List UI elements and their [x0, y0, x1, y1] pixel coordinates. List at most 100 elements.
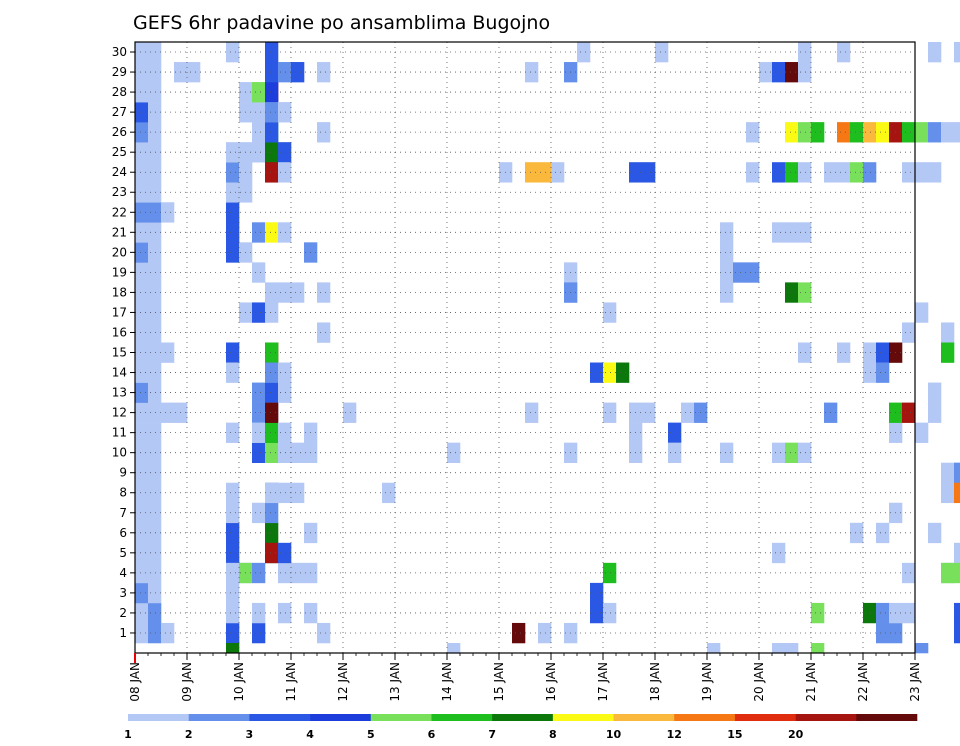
- heatmap-cell: [148, 362, 162, 383]
- heatmap-cell: [798, 282, 812, 303]
- heatmap-cell: [837, 122, 851, 143]
- heatmap-cell: [226, 222, 240, 243]
- heatmap-cell: [226, 242, 240, 263]
- heatmap-cell: [161, 402, 175, 423]
- heatmap-cell: [278, 542, 292, 564]
- heatmap-cell: [265, 382, 279, 403]
- heatmap-cell: [226, 502, 240, 524]
- heatmap-cell: [252, 222, 266, 243]
- legend-label: 15: [727, 728, 742, 741]
- x-tick-label: 20 JAN: [752, 662, 766, 702]
- heatmap-cell: [226, 182, 240, 203]
- heatmap-cell: [928, 382, 942, 403]
- heatmap-cell: [902, 162, 916, 183]
- legend-label: 5: [367, 728, 375, 741]
- legend-swatch: [128, 714, 189, 721]
- heatmap-cell: [681, 402, 695, 423]
- y-tick-label: 21: [112, 225, 127, 239]
- heatmap-cell: [850, 522, 864, 544]
- heatmap-cell: [720, 442, 734, 463]
- heatmap-cell: [291, 282, 305, 303]
- heatmap-cell: [252, 402, 266, 423]
- heatmap-cell: [876, 522, 890, 544]
- y-tick-label: 5: [119, 546, 127, 560]
- heatmap-cell: [915, 122, 929, 143]
- legend-swatch: [734, 714, 796, 721]
- heatmap-cell: [148, 382, 162, 403]
- heatmap-cell: [278, 162, 292, 183]
- heatmap-cell: [772, 542, 786, 564]
- heatmap-cell: [954, 562, 960, 584]
- heatmap-cell: [785, 62, 799, 83]
- heatmap-cell: [226, 582, 240, 604]
- legend-swatch: [431, 714, 493, 721]
- heatmap-cell: [837, 162, 851, 183]
- heatmap-cell: [954, 602, 960, 624]
- heatmap-cell: [785, 442, 799, 463]
- heatmap-cell: [252, 562, 266, 584]
- heatmap-cell: [252, 622, 266, 644]
- heatmap-cell: [135, 462, 149, 484]
- heatmap-cell: [265, 282, 279, 303]
- x-tick-label: 19 JAN: [700, 662, 714, 702]
- y-tick-label: 15: [112, 346, 127, 360]
- legend-swatch: [674, 714, 736, 721]
- heatmap-cell: [148, 82, 162, 103]
- grid-lines: [135, 42, 915, 653]
- heatmap-cell: [135, 542, 149, 564]
- heatmap-cell: [148, 442, 162, 463]
- heatmap-cell: [278, 382, 292, 403]
- heatmap-cells: [135, 42, 960, 654]
- heatmap-cell: [135, 82, 149, 103]
- heatmap-cell: [265, 422, 279, 443]
- heatmap-cell: [135, 322, 149, 343]
- heatmap-cell: [798, 42, 812, 63]
- legend-swatch: [795, 714, 857, 721]
- heatmap-cell: [837, 342, 851, 363]
- x-tick-label: 22 JAN: [856, 662, 870, 702]
- heatmap-cell: [798, 122, 812, 143]
- x-tick-label: 17 JAN: [596, 662, 610, 702]
- heatmap-cell: [252, 262, 266, 283]
- heatmap-cell: [148, 122, 162, 143]
- heatmap-cell: [226, 42, 240, 63]
- heatmap-cell: [135, 562, 149, 584]
- legend-label: 2: [185, 728, 193, 741]
- heatmap-cell: [265, 42, 279, 63]
- heatmap-cell: [226, 602, 240, 624]
- heatmap-cell: [148, 502, 162, 524]
- heatmap-cell: [343, 402, 357, 423]
- heatmap-cell: [720, 222, 734, 243]
- legend-label: 20: [788, 728, 804, 741]
- y-tick-label: 9: [119, 466, 127, 480]
- heatmap-cell: [668, 422, 682, 443]
- y-tick-label: 28: [112, 85, 127, 99]
- heatmap-cell: [876, 362, 890, 383]
- heatmap-cell: [720, 282, 734, 303]
- heatmap-cell: [876, 122, 890, 143]
- heatmap-cell: [135, 262, 149, 283]
- chart-title: GEFS 6hr padavine po ansamblima Bugojno: [133, 12, 550, 34]
- y-tick-label: 27: [112, 105, 127, 119]
- heatmap-cell: [226, 562, 240, 584]
- heatmap-cell: [850, 162, 864, 183]
- heatmap-cell: [941, 482, 955, 504]
- heatmap-cell: [135, 482, 149, 504]
- heatmap-cell: [148, 102, 162, 123]
- heatmap-cell: [785, 642, 799, 654]
- heatmap-cell: [161, 622, 175, 644]
- heatmap-cell: [954, 122, 960, 143]
- heatmap-cell: [915, 162, 929, 183]
- heatmap-cell: [941, 462, 955, 484]
- heatmap-cell: [148, 62, 162, 83]
- legend-swatch: [370, 714, 432, 721]
- y-tick-label: 2: [119, 606, 127, 620]
- legend-swatch: [249, 714, 311, 721]
- heatmap-cell: [226, 142, 240, 163]
- heatmap-cell: [317, 322, 331, 343]
- heatmap-cell: [135, 442, 149, 463]
- y-tick-label: 16: [112, 325, 127, 339]
- heatmap-cell: [850, 122, 864, 143]
- heatmap-cell: [135, 522, 149, 544]
